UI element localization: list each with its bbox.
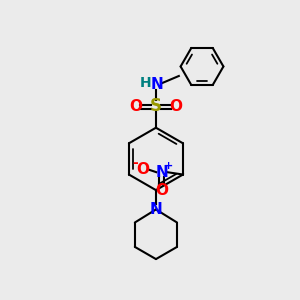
Text: +: + — [164, 160, 173, 171]
Text: N: N — [150, 202, 162, 217]
Text: O: O — [136, 162, 150, 177]
Text: -: - — [132, 156, 138, 170]
Text: O: O — [155, 183, 168, 198]
Text: N: N — [151, 77, 164, 92]
Text: H: H — [140, 76, 152, 89]
Text: S: S — [150, 97, 162, 115]
Text: N: N — [155, 165, 168, 180]
Text: O: O — [129, 99, 142, 114]
Text: O: O — [170, 99, 183, 114]
